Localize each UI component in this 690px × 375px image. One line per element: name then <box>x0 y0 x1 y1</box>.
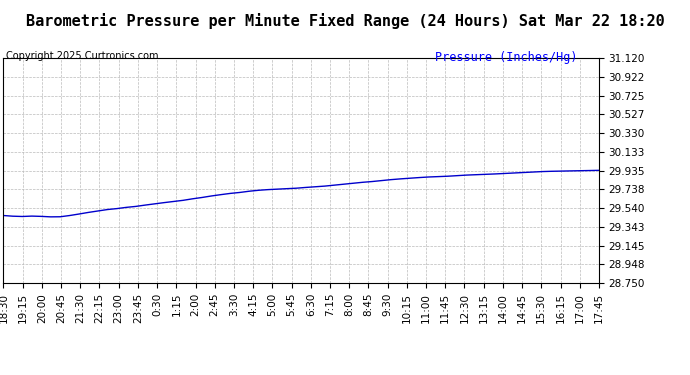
Text: Copyright 2025 Curtronics.com: Copyright 2025 Curtronics.com <box>6 51 158 61</box>
Text: Barometric Pressure per Minute Fixed Range (24 Hours) Sat Mar 22 18:20: Barometric Pressure per Minute Fixed Ran… <box>26 13 664 29</box>
Text: Pressure (Inches/Hg): Pressure (Inches/Hg) <box>435 51 578 64</box>
